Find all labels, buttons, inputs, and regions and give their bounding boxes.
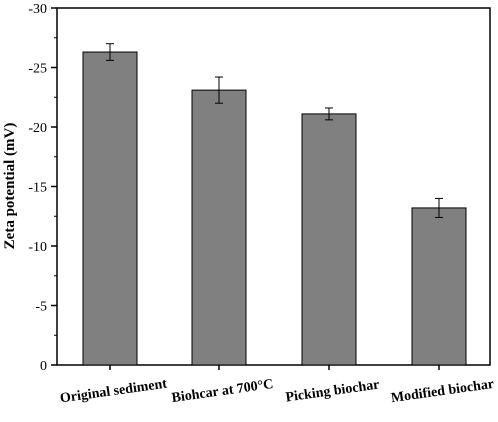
bar: [411, 207, 467, 366]
x-axis-category-labels: Original sediment Biohcar at 700°C Picking…: [59, 365, 495, 406]
y-tick-label: -15: [28, 181, 47, 196]
x-category-label: Original sediment: [59, 377, 168, 407]
x-category-label: Picking biochar: [285, 378, 381, 406]
y-tick-label: -30: [28, 2, 47, 17]
y-tick-label: -5: [35, 300, 47, 315]
x-category-label: Biohcar at 700°C: [171, 377, 275, 406]
y-tick-label: -25: [28, 62, 47, 77]
y-axis-title: Zeta potential (mV): [2, 123, 18, 250]
y-tick-label: -20: [28, 121, 47, 136]
bar: [191, 89, 247, 366]
bar: [301, 113, 357, 366]
bar: [82, 51, 138, 366]
x-category-label: Modified biochar: [390, 377, 495, 406]
y-tick-label: -10: [28, 240, 47, 255]
bar-group: [82, 43, 467, 366]
y-axis-ticks: 0 -5 -10 -15 -20 -25 -30: [28, 2, 57, 374]
y-tick-label: 0: [40, 359, 47, 374]
